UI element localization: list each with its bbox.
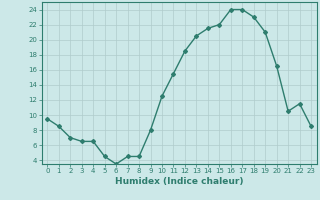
X-axis label: Humidex (Indice chaleur): Humidex (Indice chaleur)	[115, 177, 244, 186]
